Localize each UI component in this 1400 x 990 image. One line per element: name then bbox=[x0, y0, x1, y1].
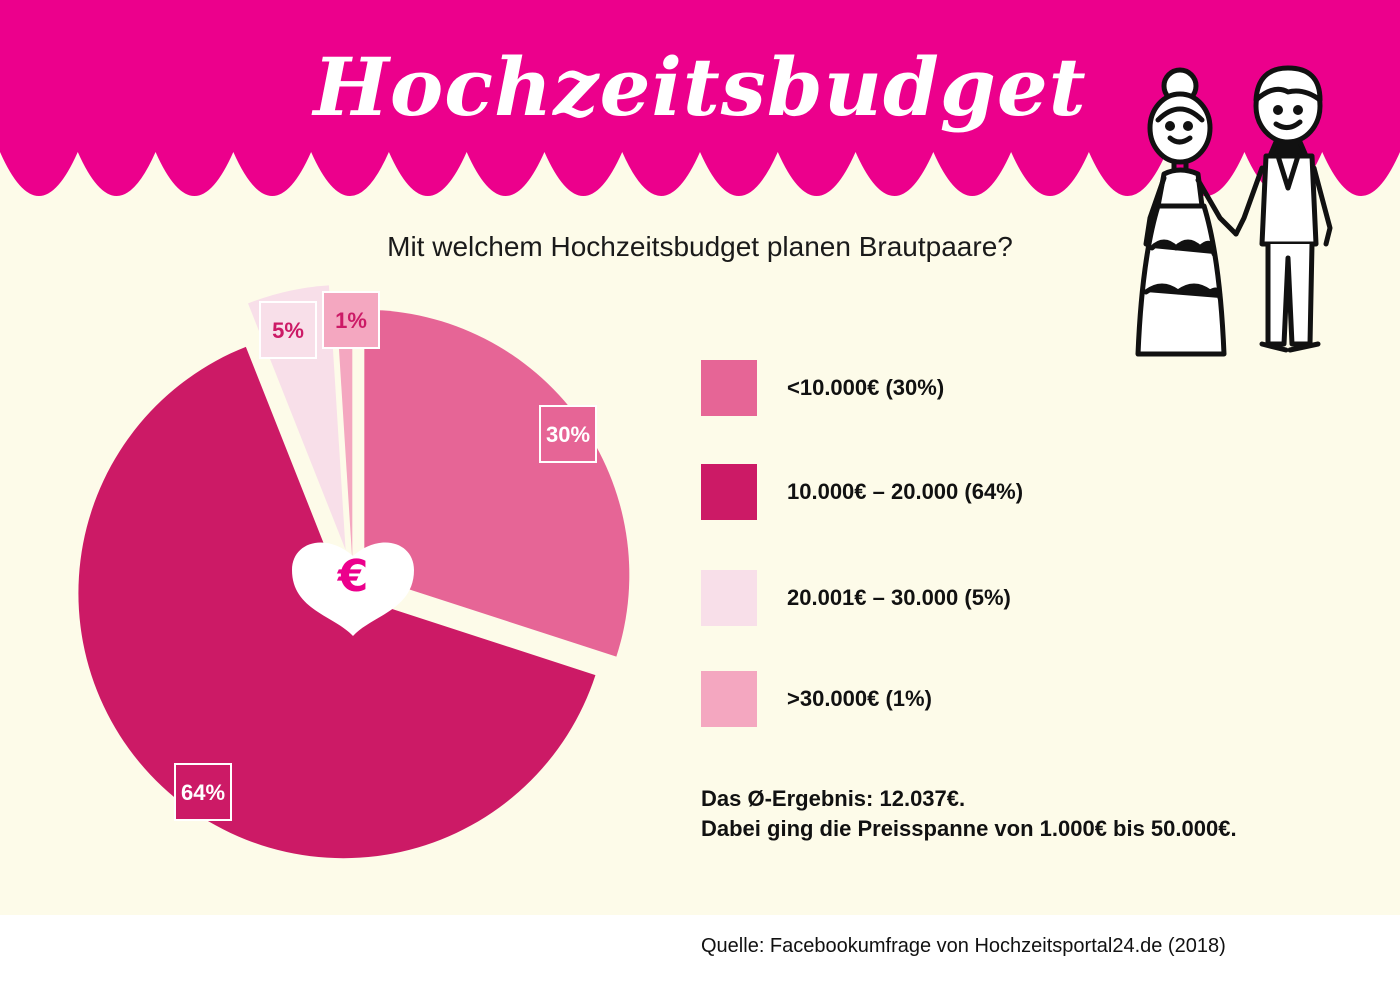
source-note: Quelle: Facebookumfrage von Hochzeitspor… bbox=[701, 935, 1226, 957]
data-label-2: 64% bbox=[181, 780, 225, 805]
data-label-box-4 bbox=[322, 291, 380, 349]
data-label-box-2 bbox=[174, 763, 232, 821]
summary-average: Das Ø-Ergebnis: 12.037€. bbox=[701, 786, 966, 811]
legend-label-4: >30.000€ (1%) bbox=[787, 686, 932, 711]
legend-label-1: <10.000€ (30%) bbox=[787, 375, 945, 400]
legend-swatch-3 bbox=[701, 570, 757, 626]
legend-label-3: 20.001€ – 30.000 (5%) bbox=[787, 585, 1011, 610]
summary: Das Ø-Ergebnis: 12.037€. Dabei ging die … bbox=[701, 784, 1237, 844]
header-banner bbox=[0, 0, 1400, 196]
pie-slice-1 bbox=[364, 309, 630, 657]
data-label-box-3 bbox=[259, 301, 317, 359]
chart-subtitle: Mit welchem Hochzeitsbudget planen Braut… bbox=[387, 231, 1013, 262]
scalloped-banner bbox=[0, 0, 1400, 196]
data-label-box-1 bbox=[539, 405, 597, 463]
pie-chart: € 30% 64% 5% 1% bbox=[78, 285, 630, 859]
legend-swatch-4 bbox=[701, 671, 757, 727]
euro-icon: € bbox=[337, 551, 369, 602]
legend-swatch-2 bbox=[701, 464, 757, 520]
legend-label-2: 10.000€ – 20.000 (64%) bbox=[787, 479, 1024, 504]
pie-data-labels: 30% 64% 5% 1% bbox=[174, 291, 597, 821]
summary-range: Dabei ging die Preisspanne von 1.000€ bi… bbox=[701, 816, 1237, 841]
pie-slice-4 bbox=[335, 296, 353, 562]
data-label-4: 1% bbox=[335, 308, 367, 333]
data-label-1: 30% bbox=[546, 422, 590, 447]
wedding-couple-icon bbox=[1135, 65, 1333, 357]
page-title: Hochzeitsbudget bbox=[313, 40, 1087, 134]
heart-icon: € bbox=[292, 542, 414, 636]
data-label-3: 5% bbox=[272, 318, 304, 343]
legend-swatch-1 bbox=[701, 360, 757, 416]
